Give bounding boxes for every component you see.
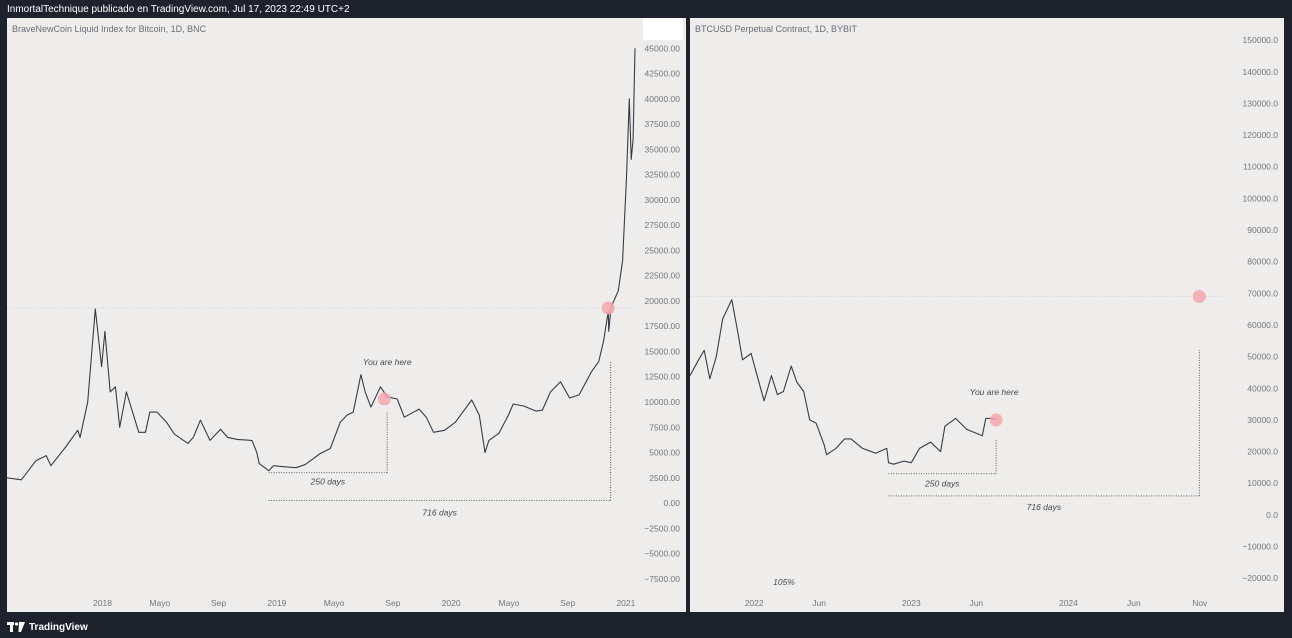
y-tick-label-bybit: 120000.0 [1243,130,1279,140]
y-tick-label-bnc: 32500.00 [645,170,681,180]
y-tick-label-bybit: 30000.0 [1247,415,1278,425]
publish-info: InmortalTechnique publicado en TradingVi… [7,4,350,15]
annotation-label-bybit: 105% [773,577,795,587]
x-tick-label-bnc: Sep [560,598,575,608]
price-line-bybit [690,299,997,465]
y-tick-label-bnc: 15000.00 [645,346,681,356]
y-tick-label-bnc: 10000.00 [645,397,681,407]
annotation-label-bnc: 250 days [310,477,346,487]
y-tick-label-bybit: 100000.0 [1243,193,1279,203]
x-tick-label-bnc: Mayo [149,598,170,608]
x-tick-label-bnc: Sep [211,598,226,608]
y-tick-label-bnc: 5000.00 [649,448,680,458]
x-tick-label-bnc: Mayo [324,598,345,608]
x-tick-label-bybit: Jun [1127,598,1141,608]
x-tick-label-bybit: 2023 [902,598,921,608]
y-tick-label-bnc: 25000.00 [645,245,681,255]
annotation-label-bnc: You are here [363,357,412,367]
y-tick-label-bnc: 20000.00 [645,296,681,306]
y-tick-label-bnc: 40000.00 [645,94,681,104]
tradingview-logo-icon [7,622,25,632]
footer-bar [0,616,1292,638]
y-tick-label-bybit: 60000.0 [1247,320,1278,330]
y-tick-label-bybit: 150000.0 [1243,35,1279,45]
y-tick-label-bybit: 70000.0 [1247,288,1278,298]
tradingview-logo[interactable]: TradingView [7,620,88,634]
chart-svg-bnc[interactable]: 45000.00 42500.00 40000.00 37500.00 35000.00… [7,18,686,612]
y-tick-label-bnc: −5000.00 [644,549,680,559]
x-tick-label-bybit: 2022 [745,598,764,608]
annotation-label-bybit: 716 days [1027,502,1062,512]
marker-point-bybit [1192,290,1206,304]
x-tick-label-bybit: Jun [969,598,983,608]
y-tick-label-bnc: 0.00 [663,498,680,508]
y-tick-label-bybit: 50000.0 [1247,352,1278,362]
footer-brand: TradingView [29,621,88,633]
price-scale-label-bnc [643,18,683,40]
y-tick-label-bybit: −20000.0 [1242,573,1278,583]
y-tick-label-bnc: 12500.00 [645,372,681,382]
chart-title-bnc: BraveNewCoin Liquid Index for Bitcoin, 1… [12,24,207,34]
y-tick-label-bybit: 40000.0 [1247,383,1278,393]
y-tick-label-bnc: 30000.00 [645,195,681,205]
header-bar: InmortalTechnique publicado en TradingVi… [0,0,1292,18]
y-tick-label-bnc: 45000.00 [645,43,681,53]
chart-panel-bnc[interactable]: 45000.00 42500.00 40000.00 37500.00 35000.00… [7,18,686,612]
y-tick-label-bybit: 110000.0 [1243,162,1278,172]
x-tick-label-bnc: 2019 [267,598,286,608]
annotation-label-bnc: 716 days [422,508,457,518]
marker-point-bnc [601,301,615,315]
y-tick-label-bybit: 0.0 [1266,510,1278,520]
y-tick-label-bnc: 35000.00 [645,144,681,154]
y-tick-label-bybit: −10000.0 [1242,542,1278,552]
x-tick-label-bnc: 2018 [93,598,112,608]
y-tick-label-bnc: 17500.00 [645,321,681,331]
y-tick-label-bnc: −7500.00 [644,574,680,584]
marker-point-bybit [989,413,1003,427]
y-tick-label-bybit: 130000.0 [1243,98,1279,108]
marker-point-bnc [377,392,391,406]
annotation-label-bybit: You are here [970,387,1019,397]
x-tick-label-bnc: 2021 [616,598,635,608]
chart-svg-bybit[interactable]: 150000.0 140000.0 130000.0 120000.0 110000.0… [690,18,1284,612]
y-tick-label-bnc: −2500.00 [644,523,680,533]
x-tick-label-bybit: 2024 [1059,598,1078,608]
y-tick-label-bnc: 22500.00 [645,271,681,281]
y-tick-label-bnc: 27500.00 [645,220,681,230]
y-tick-label-bnc: 42500.00 [645,69,681,79]
y-tick-label-bybit: 80000.0 [1247,257,1278,267]
x-tick-label-bnc: 2020 [442,598,461,608]
chart-title-bybit: BTCUSD Perpetual Contract, 1D, BYBIT [695,24,858,34]
y-tick-label-bnc: 37500.00 [645,119,681,129]
y-tick-label-bybit: 140000.0 [1243,67,1279,77]
y-tick-label-bybit: 20000.0 [1247,447,1278,457]
y-tick-label-bybit: 90000.0 [1247,225,1278,235]
chart-panel-bybit[interactable]: 150000.0 140000.0 130000.0 120000.0 110000.0… [690,18,1284,612]
price-line-bnc [7,48,636,481]
x-tick-label-bybit: Jun [812,598,826,608]
y-tick-label-bybit: 10000.0 [1247,478,1278,488]
y-tick-label-bnc: 2500.00 [649,473,680,483]
x-tick-label-bnc: Sep [385,598,400,608]
x-tick-label-bnc: Mayo [499,598,520,608]
x-tick-label-bybit: Nov [1192,598,1208,608]
y-tick-label-bnc: 7500.00 [649,422,680,432]
annotation-label-bybit: 250 days [924,479,960,489]
